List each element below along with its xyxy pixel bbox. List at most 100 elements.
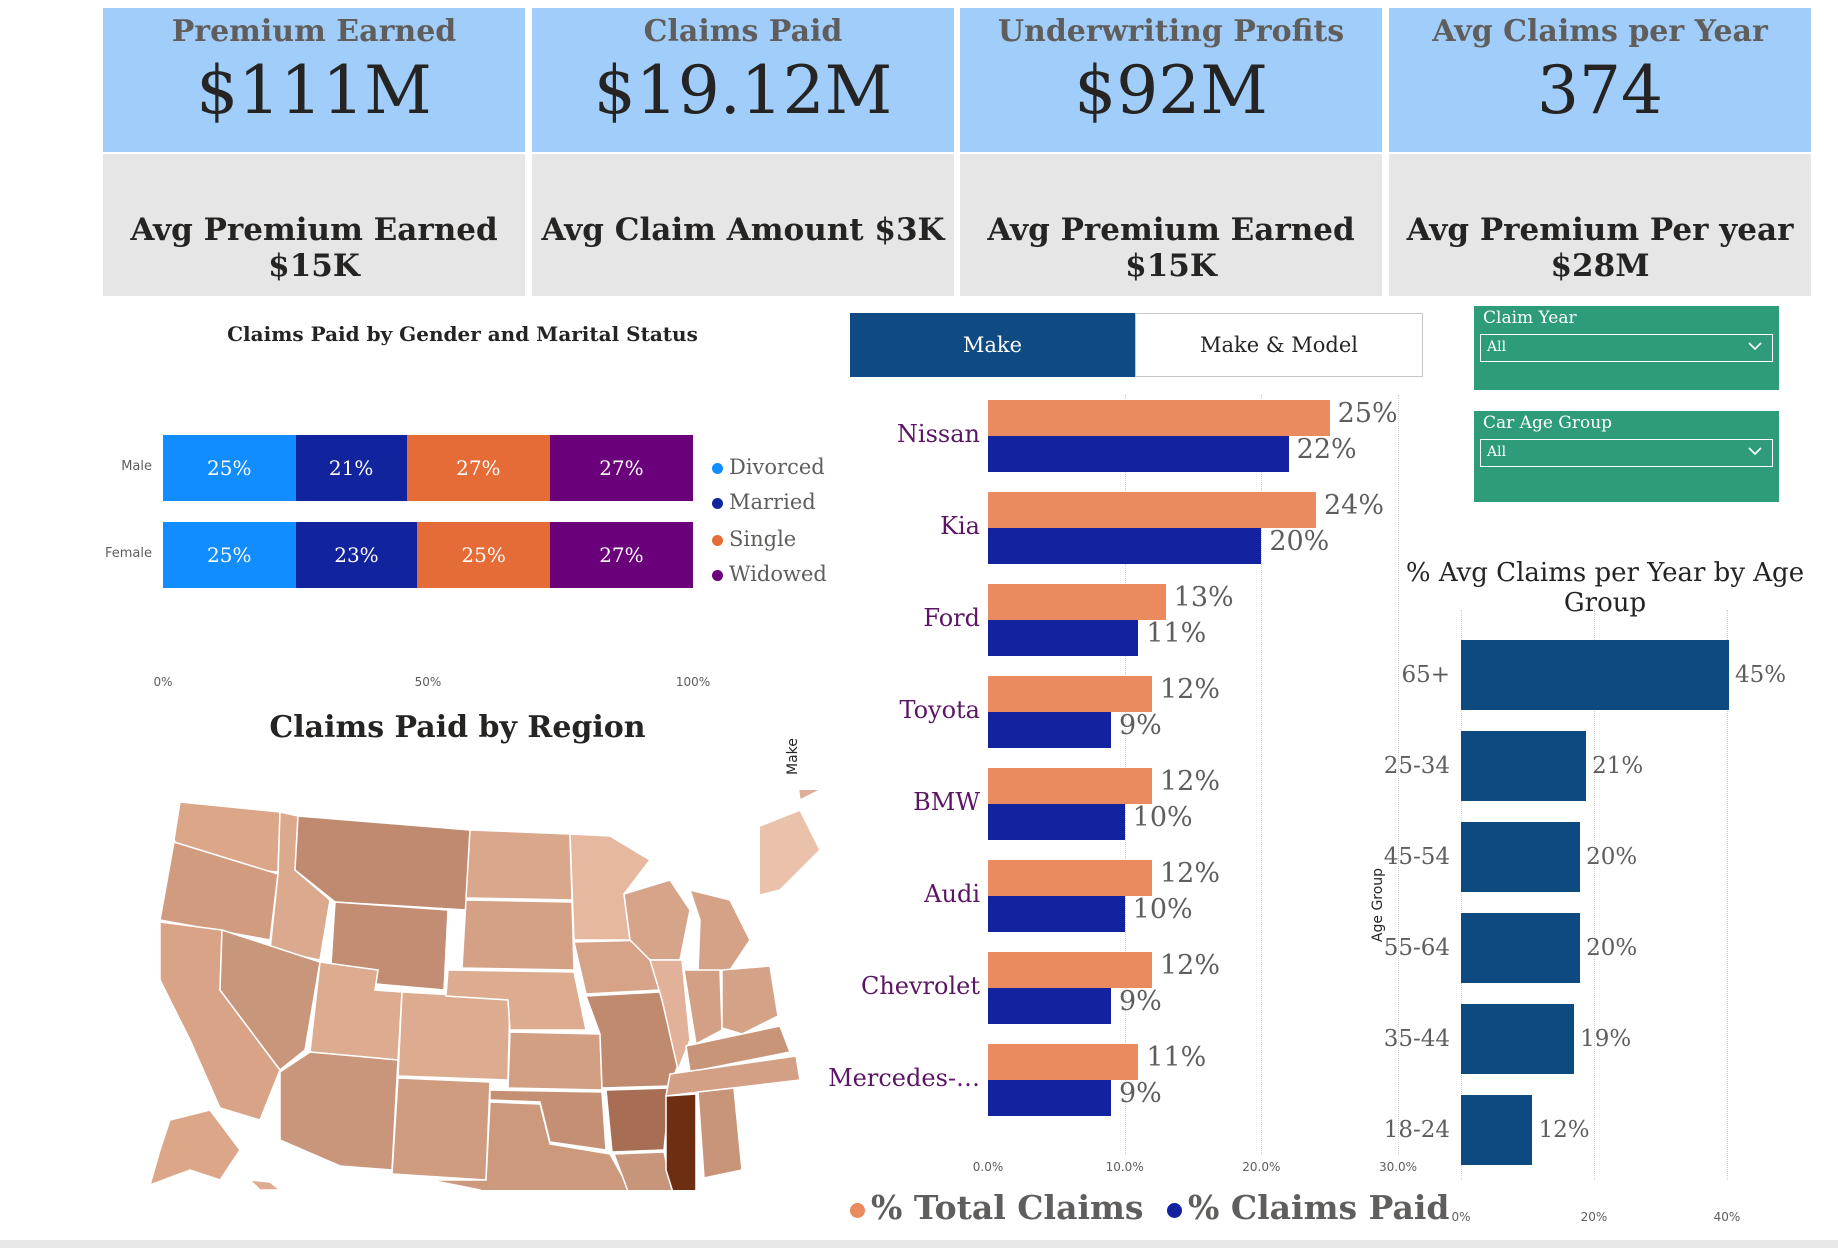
make-axis-title: Make (785, 738, 801, 775)
age-category-label: 45-54 (1383, 844, 1450, 870)
stacked-bar-segment[interactable]: 21% (295, 435, 407, 501)
legend-item-widowed[interactable]: Widowed (712, 562, 827, 586)
bar-claims-paid[interactable] (988, 620, 1139, 656)
bar-total-claims[interactable] (988, 676, 1152, 712)
legend-item-single[interactable]: Single (712, 527, 796, 551)
make-category-label: Kia (940, 512, 980, 540)
kpi-title: Underwriting Profits (997, 14, 1345, 49)
make-category-label: Ford (923, 604, 980, 632)
toggle-make-button[interactable]: Make (850, 313, 1135, 377)
kpi-value: 374 (1537, 52, 1663, 129)
claim-year-slicer[interactable]: Claim Year All (1474, 306, 1779, 390)
stacked-bar-segment[interactable]: 25% (163, 435, 296, 501)
kpi-bottom-panel: Avg Premium Earned $15K (960, 154, 1382, 296)
chevron-down-icon (1748, 447, 1762, 456)
map-region-kansas (507, 1031, 603, 1091)
axis-tick-label: 10.0% (1105, 1160, 1144, 1174)
kpi-value: $92M (1074, 52, 1268, 129)
kpi-top-panel: Premium Earned $111M (103, 8, 525, 152)
map-region-hawaii (247, 1179, 282, 1190)
age-category-label: 18-24 (1383, 1117, 1450, 1143)
bar-total-claims[interactable] (988, 768, 1152, 804)
bar-claims-paid[interactable] (988, 712, 1111, 748)
age-bar[interactable] (1461, 1095, 1533, 1165)
age-bar[interactable] (1461, 731, 1587, 801)
chevron-down-icon (1748, 342, 1762, 351)
data-label-paid: 9% (1119, 986, 1162, 1017)
age-category-label: 35-44 (1383, 1026, 1450, 1052)
data-label-paid: 9% (1119, 1078, 1162, 1109)
make-category-label: Audi (924, 880, 980, 908)
legend-item-married[interactable]: Married (712, 490, 816, 514)
make-category-label: Nissan (896, 420, 980, 448)
stacked-bar-segment[interactable]: 25% (417, 522, 550, 588)
axis-tick-label: 100% (675, 675, 711, 689)
bar-total-claims[interactable] (988, 952, 1152, 988)
bar-total-claims[interactable] (988, 492, 1316, 528)
age-bar[interactable] (1461, 1004, 1575, 1074)
bar-claims-paid[interactable] (988, 436, 1289, 472)
map-region-maine (797, 790, 821, 802)
stacked-bar-segment[interactable]: 27% (549, 522, 693, 588)
map-region-indiana (683, 969, 723, 1046)
age-chart-title: % Avg Claims per Year by Age Group (1405, 558, 1805, 618)
car-age-group-slicer[interactable]: Car Age Group All (1474, 411, 1779, 502)
legend-label: Married (729, 490, 816, 514)
legend-dot (712, 535, 723, 546)
map-region-nevada (219, 928, 321, 1072)
kpi-subtitle: Avg Premium Earned $15K (130, 212, 498, 284)
kpi-title: Avg Claims per Year (1432, 14, 1768, 49)
age-category-label: 65+ (1401, 662, 1450, 688)
data-label: 21% (1592, 753, 1644, 779)
data-label-total: 12% (1160, 950, 1221, 981)
data-label-paid: 10% (1132, 802, 1193, 833)
map-region-arkansas (605, 1087, 671, 1153)
car-age-group-dropdown[interactable]: All (1480, 439, 1773, 467)
bar-total-claims[interactable] (988, 584, 1166, 620)
stacked-bar-segment[interactable]: 27% (406, 435, 550, 501)
map-region-colorado (397, 991, 511, 1081)
category-label: Male (121, 459, 152, 474)
kpi-subtitle: Avg Claim Amount $3K (541, 212, 945, 248)
horizontal-scrollbar[interactable] (0, 1240, 1838, 1248)
stacked-bar-segment[interactable]: 27% (549, 435, 693, 501)
bar-claims-paid[interactable] (988, 1080, 1111, 1116)
bar-total-claims[interactable] (988, 1044, 1139, 1080)
kpi-top-panel: Underwriting Profits $92M (960, 8, 1382, 152)
toggle-make-model-button[interactable]: Make & Model (1135, 313, 1423, 377)
map-region-north-dakota (465, 829, 573, 901)
stacked-bar-segment[interactable]: 23% (295, 522, 418, 588)
legend-dot (712, 498, 723, 509)
bar-total-claims[interactable] (988, 400, 1330, 436)
map-region-texas (429, 1101, 631, 1190)
data-label-total: 11% (1146, 1042, 1207, 1073)
bar-claims-paid[interactable] (988, 804, 1125, 840)
gridline (1727, 610, 1728, 1180)
legend-total-label[interactable]: % Total Claims (871, 1188, 1144, 1227)
age-bar[interactable] (1461, 640, 1729, 710)
kpi-value: $111M (196, 52, 432, 129)
bar-claims-paid[interactable] (988, 528, 1262, 564)
age-bar[interactable] (1461, 822, 1581, 892)
claim-year-dropdown[interactable]: All (1480, 334, 1773, 362)
bar-total-claims[interactable] (988, 860, 1152, 896)
us-region-map[interactable] (130, 790, 800, 1190)
axis-tick-label: 0.0% (972, 1160, 1004, 1174)
bar-claims-paid[interactable] (988, 988, 1111, 1024)
axis-tick-label: 0% (153, 675, 173, 689)
category-label: Female (104, 546, 152, 561)
age-bar[interactable] (1461, 913, 1581, 983)
make-category-label: BMW (913, 788, 980, 816)
legend-dot (712, 463, 723, 474)
legend-item-divorced[interactable]: Divorced (712, 455, 825, 479)
bar-claims-paid[interactable] (988, 896, 1125, 932)
data-label-paid: 11% (1146, 618, 1207, 649)
stacked-bar-segment[interactable]: 25% (163, 522, 296, 588)
kpi-subtitle: Avg Premium Per year $28M (1406, 212, 1794, 284)
kpi-bottom-panel: Avg Premium Earned $15K (103, 154, 525, 296)
make-category-label: Toyota (899, 696, 980, 724)
kpi-top-panel: Avg Claims per Year 374 (1389, 8, 1811, 152)
make-category-label: Chevrolet (860, 972, 980, 1000)
legend-paid-label[interactable]: % Claims Paid (1188, 1188, 1450, 1227)
kpi-bottom-panel: Avg Claim Amount $3K (532, 154, 954, 296)
